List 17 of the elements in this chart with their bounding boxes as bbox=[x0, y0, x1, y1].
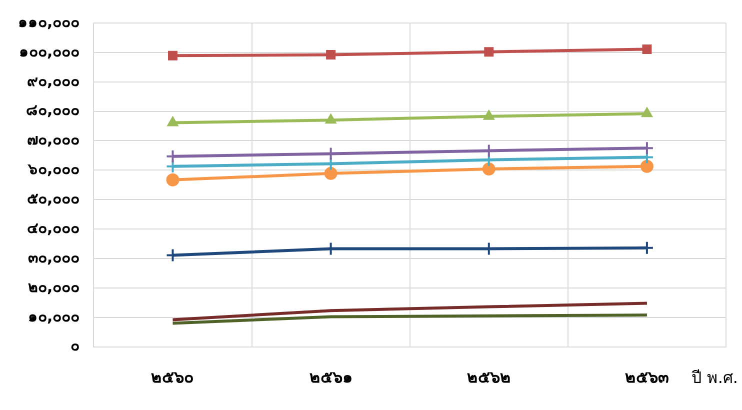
y-tick-label: ๕๐,๐๐๐ bbox=[26, 190, 80, 208]
y-tick-label: ๒๐,๐๐๐ bbox=[28, 278, 80, 296]
x-tick-label: ๒๕๖๒ bbox=[466, 368, 511, 387]
x-tick-label: ๒๕๖๑ bbox=[309, 368, 352, 387]
x-tick-label: ๒๕๖๐ bbox=[151, 368, 194, 387]
x-axis-title: ปี พ.ศ. bbox=[692, 368, 738, 387]
y-tick-label: ๑๑๐,๐๐๐ bbox=[18, 12, 80, 31]
x-tick-label: ๒๕๖๓ bbox=[624, 368, 669, 387]
y-tick-label: ๘๐,๐๐๐ bbox=[26, 101, 80, 120]
y-tick-label: ๓๐,๐๐๐ bbox=[28, 248, 80, 266]
y-tick-label: ๖๐,๐๐๐ bbox=[26, 160, 80, 178]
y-tick-label: ๑๐,๐๐๐ bbox=[28, 307, 80, 326]
y-tick-label: ๔๐,๐๐๐ bbox=[26, 218, 80, 237]
y-tick-label: ๑๐๐,๐๐๐ bbox=[18, 42, 80, 60]
y-tick-label: ๙๐,๐๐๐ bbox=[26, 72, 80, 90]
y-tick-label: ๗๐,๐๐๐ bbox=[26, 130, 80, 149]
y-tick-label: ๐ bbox=[70, 336, 80, 355]
